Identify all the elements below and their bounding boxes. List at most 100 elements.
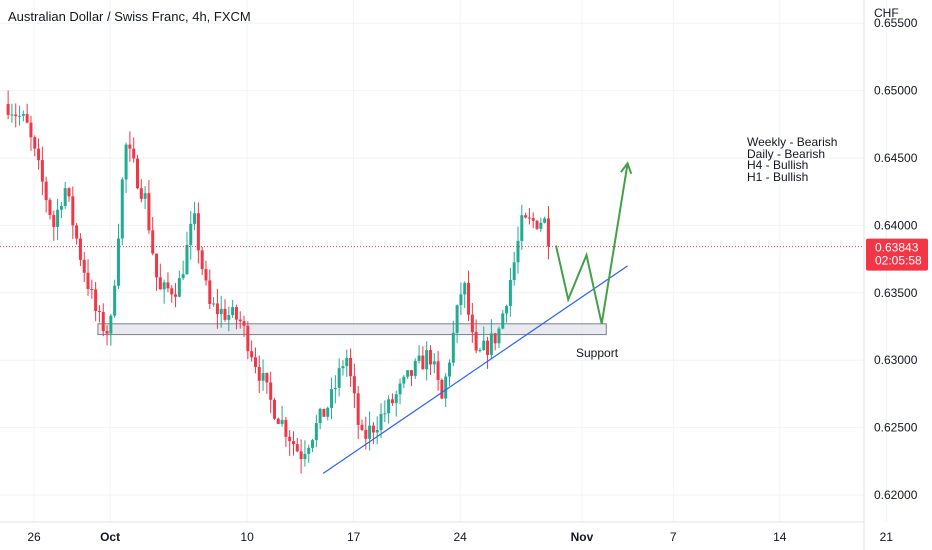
candle-body: [292, 441, 296, 445]
candle-body: [497, 328, 501, 344]
time-tick-label: 17: [347, 530, 361, 544]
candle-body: [383, 413, 387, 415]
candle-body: [158, 277, 162, 290]
candle-body: [166, 282, 170, 289]
candle-body: [330, 389, 334, 408]
chart-title: Australian Dollar / Swiss Franc, 4h, FXC…: [8, 9, 251, 24]
candle-body: [482, 340, 486, 351]
candle-body: [474, 332, 478, 351]
candle-body: [10, 114, 14, 116]
candle-body: [52, 214, 56, 227]
note-h4: H4 - Bullish: [747, 158, 808, 172]
time-tick-label: 14: [773, 530, 787, 544]
candle-body: [82, 259, 86, 273]
candle-body: [253, 357, 257, 367]
candle-body: [109, 315, 113, 334]
time-tick-label: 10: [240, 530, 254, 544]
candle-body: [493, 333, 497, 344]
candle-body: [265, 373, 269, 383]
candle-body: [428, 350, 432, 365]
candle-body: [63, 188, 67, 207]
candle-body: [212, 303, 216, 305]
candle-body: [467, 282, 471, 315]
candle-body: [181, 274, 185, 279]
time-tick-label: 7: [670, 530, 677, 544]
candle-body: [56, 209, 60, 227]
candle-body: [67, 188, 71, 197]
candle-body: [124, 144, 128, 180]
last-price-tag: 0.63843 02:05:58: [866, 238, 928, 271]
projection-path[interactable]: [555, 163, 629, 325]
candle-body: [448, 362, 452, 377]
candle-body: [463, 282, 467, 295]
candle-body: [151, 230, 155, 254]
time-axis[interactable]: 26 Oct 10 17 24 Nov 7 14 21: [27, 530, 893, 544]
price-tick-label: 0.63000: [874, 353, 918, 367]
candle-body: [40, 160, 44, 182]
last-price-value: 0.63843: [875, 241, 919, 255]
candle-body: [90, 289, 94, 291]
candle-body: [59, 206, 63, 210]
candle-body: [444, 376, 448, 399]
candle-body: [299, 451, 303, 460]
candle-body: [238, 319, 242, 322]
candle-body: [105, 331, 109, 334]
candle-body: [531, 218, 535, 221]
candle-body: [307, 447, 311, 454]
candle-body: [113, 285, 117, 316]
candle-body: [204, 269, 208, 281]
candle-body: [520, 215, 524, 241]
candle-body: [25, 114, 29, 123]
candle-body: [508, 280, 512, 306]
time-tick-label: 21: [880, 530, 894, 544]
note-daily: Daily - Bearish: [747, 147, 825, 161]
candle-body: [368, 425, 372, 439]
candle-body: [375, 429, 379, 433]
note-h1: H1 - Bullish: [747, 170, 808, 184]
candle-body: [37, 148, 41, 161]
price-axis[interactable]: 0.65500 0.65000 0.64500 0.64000 0.63500 0.630…: [874, 16, 918, 502]
candle-body: [345, 357, 349, 367]
candle-body: [6, 104, 10, 115]
candle-body: [147, 193, 151, 231]
candle-body: [326, 407, 330, 417]
candle-body: [132, 148, 136, 159]
candle-body: [535, 220, 539, 229]
candle-body: [101, 311, 105, 332]
zone-layer: [97, 323, 607, 336]
candle-body: [246, 325, 250, 352]
candle-body: [33, 137, 37, 149]
candle-body: [116, 238, 120, 286]
candle-body: [219, 308, 223, 315]
candle-body: [524, 215, 528, 218]
candle-body: [470, 314, 474, 333]
projection-arrowhead: [620, 161, 633, 175]
price-tick-label: 0.62000: [874, 488, 918, 502]
time-tick-label: Oct: [100, 530, 120, 544]
support-trendline[interactable]: [322, 265, 628, 474]
candle-body: [250, 351, 254, 358]
candle-body: [505, 305, 509, 314]
candle-body: [394, 394, 398, 404]
price-tick-label: 0.64500: [874, 151, 918, 165]
support-label: Support: [576, 346, 619, 360]
price-tick-label: 0.62500: [874, 421, 918, 435]
candle-body: [227, 315, 231, 320]
candle-body: [303, 453, 307, 460]
price-tick-label: 0.64000: [874, 218, 918, 232]
candle-body: [406, 370, 410, 377]
candle-body: [546, 218, 550, 247]
candle-body: [501, 313, 505, 329]
candle-body: [322, 408, 326, 417]
overlay-layer: [0, 161, 864, 474]
candle-body: [231, 307, 235, 316]
candle-body: [75, 225, 79, 239]
candle-body: [200, 250, 204, 270]
time-tick-label: 24: [453, 530, 467, 544]
support-zone[interactable]: [97, 323, 607, 336]
currency-label: CHF: [874, 6, 899, 20]
last-price-tag-background: [866, 238, 928, 271]
candle-body: [421, 355, 425, 370]
